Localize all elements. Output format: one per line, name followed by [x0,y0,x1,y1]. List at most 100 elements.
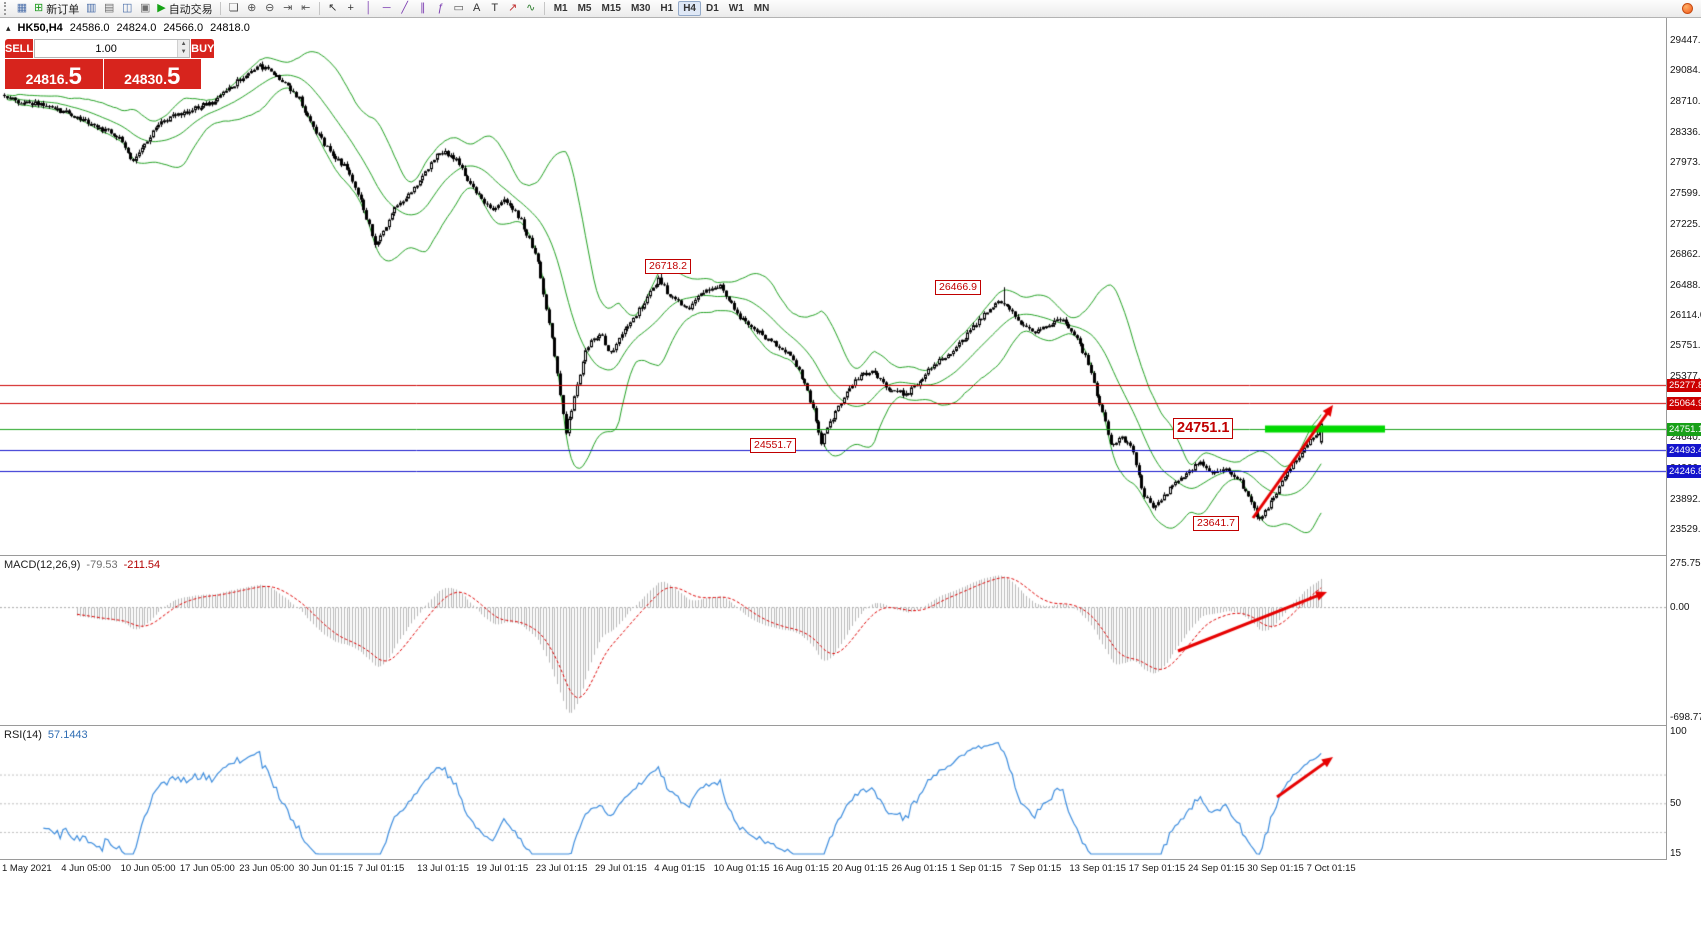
chart-shift-button[interactable]: ⇤ [297,1,315,17]
time-scale[interactable]: 1 May 2021 4 Jun 05:00 10 Jun 05:00 17 Jun … [0,860,1666,878]
toolbar-grip[interactable] [4,2,9,15]
vertical-line-icon: │ [365,2,373,14]
rsi-axis-tick: 15 [1670,848,1682,859]
autotrading-button-label: 自动交易 [168,3,213,16]
timeframe-w1-button[interactable]: W1 [724,1,749,16]
volume-control: ▲ ▼ [34,39,191,58]
time-axis-label: 29 Jul 01:15 [595,863,647,874]
price-annotation-label[interactable]: 24551.7 [750,438,796,453]
rsi-title: RSI(14) [4,729,42,741]
rsi-indicator-label: RSI(14) 57.1443 [4,729,88,741]
price-annotation-label[interactable]: 26466.9 [935,280,981,295]
zoom-in-button[interactable]: ⊕ [243,1,261,17]
tile-windows-button[interactable]: ❏ [225,1,243,17]
price-annotation-label[interactable]: 24751.1 [1173,418,1234,439]
time-axis-label: 10 Aug 01:15 [713,863,770,874]
fibonacci-button[interactable]: ƒ [432,1,450,17]
macd-axis-tick: 275.75 [1670,558,1701,569]
price-axis-tick: 23529.0 [1670,524,1701,535]
price-axis-tick: 28336.0 [1670,126,1701,138]
timeframe-m30-button[interactable]: M30 [626,1,655,16]
buy-button[interactable]: BUY [191,39,215,58]
notifications-icon[interactable] [1682,3,1693,14]
cursor-button[interactable]: ↖ [324,1,342,17]
one-click-toggle-icon[interactable]: ▴ [6,22,11,33]
timeframe-d1-button[interactable]: D1 [701,1,724,16]
price-axis-tick: 26488.0 [1670,279,1701,291]
time-axis-label: 7 Jul 01:15 [357,863,405,874]
timeframe-h4-button[interactable]: H4 [678,1,701,16]
data-window-button[interactable]: ▤ [100,1,118,17]
rsi-axis-tick: 100 [1670,726,1687,737]
crosshair-icon: + [347,2,354,14]
horizontal-line-button[interactable]: ─ [378,1,396,17]
time-axis-label: 13 Jul 01:15 [417,863,469,874]
autotrading-button[interactable]: ▶ 自动交易 [154,1,215,17]
vertical-line-button[interactable]: │ [360,1,378,17]
price-level-tag: 24246.8 [1667,464,1701,478]
shapes-button[interactable]: ▭ [450,1,468,17]
auto-scroll-button[interactable]: ⇥ [279,1,297,17]
new-order-icon: ⊞ [34,2,44,14]
buy-price-frac: 5 [166,62,181,90]
new-chart-button[interactable]: ▦ [13,1,31,17]
sell-price-frac: 5 [68,62,82,90]
rsi-panel-separator[interactable] [0,725,1701,726]
macd-signal-value: -211.54 [123,559,161,571]
timeframe-h1-button[interactable]: H1 [655,1,678,16]
tile-windows-icon: ❏ [228,2,239,14]
crosshair-button[interactable]: + [342,1,360,17]
channel-button[interactable]: ∥ [414,1,432,17]
fibonacci-icon: ƒ [437,2,444,14]
text-button[interactable]: A [468,1,486,17]
volume-up-button[interactable]: ▲ [178,40,190,49]
time-axis-label: 24 Sep 01:15 [1188,863,1245,874]
macd-panel-canvas[interactable] [0,556,1666,726]
market-watch-icon: ▥ [86,2,97,14]
macd-indicator-label: MACD(12,26,9) -79.53 -211.54 [4,559,160,571]
label-button[interactable]: T [486,1,504,17]
main-toolbar: ▦ ⊞ 新订单 ▥ ▤ ◫ ▣ ▶ 自动交易 ❏ ⊕ ⊖ ⇥ ⇤ ↖ + │ ─ ╱ ∥ ƒ ▭ A T ↗ ∿ M1 M5 M15 M3… [0,0,1701,18]
sell-price-button[interactable]: 24816. 5 [5,59,103,89]
price-annotation-label[interactable]: 26718.2 [645,259,691,274]
price-scale[interactable]: 29447.0 29084.0 28710.0 28336.0 27973.0 27599… [1666,18,1701,860]
time-axis-label: 4 Jun 05:00 [61,863,111,874]
new-order-button[interactable]: ⊞ 新订单 [31,1,82,17]
time-axis-label: 23 Jul 01:15 [535,863,588,874]
timeframe-mn-button[interactable]: MN [749,1,775,16]
rsi-panel-canvas[interactable] [0,726,1666,860]
indicators-button[interactable]: ∿ [522,1,540,17]
market-watch-button[interactable]: ▥ [82,1,100,17]
timeframe-m1-button[interactable]: M1 [549,1,573,16]
volume-input[interactable] [35,40,178,57]
timeframe-m15-button[interactable]: M15 [597,1,626,16]
time-axis-label: 1 Sep 01:15 [950,863,1003,874]
zoom-out-button[interactable]: ⊖ [261,1,279,17]
price-annotation-label[interactable]: 23641.7 [1193,516,1239,531]
volume-down-button[interactable]: ▼ [178,48,190,57]
arrows-button[interactable]: ↗ [504,1,522,17]
navigator-button[interactable]: ◫ [118,1,136,17]
macd-value: -79.53 [86,559,118,571]
macd-title: MACD(12,26,9) [4,559,81,571]
sell-button[interactable]: SELL [5,39,34,58]
price-chart-canvas[interactable] [0,18,1666,556]
price-axis-tick: 27973.0 [1670,156,1701,168]
macd-panel-separator[interactable] [0,555,1701,556]
arrows-icon: ↗ [508,2,518,14]
buy-price-button[interactable]: 24830. 5 [103,59,201,90]
price-level-tag: 24493.4 [1667,444,1701,458]
price-axis-tick: 25751.0 [1670,340,1701,352]
autotrading-icon: ▶ [157,2,166,14]
chart-window: 29447.0 29084.0 28710.0 28336.0 27973.0 27599… [0,18,1701,878]
time-axis-label: 13 Sep 01:15 [1069,863,1126,874]
sell-price-main: 24816 [25,70,65,87]
new-order-button-label: 新订单 [46,3,80,16]
timeframe-m5-button[interactable]: M5 [573,1,597,16]
sell-price-separator: . [64,70,69,87]
price-level-tag: 24751.1 [1667,423,1701,437]
trendline-button[interactable]: ╱ [396,1,414,17]
time-axis-label: 26 Aug 01:15 [891,863,948,874]
terminal-button[interactable]: ▣ [136,1,154,17]
time-axis-label: 30 Jun 01:15 [298,863,354,874]
